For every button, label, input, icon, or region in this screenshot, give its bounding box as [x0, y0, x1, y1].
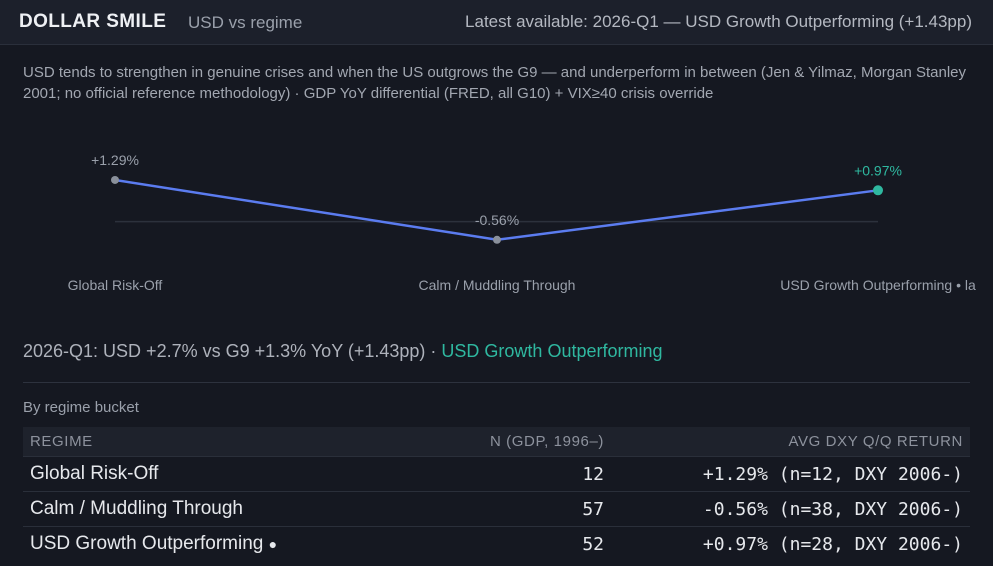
section-divider [23, 382, 970, 383]
column-header-avg-return: AVG DXY Q/Q RETURN [788, 433, 963, 450]
regime-table: REGIME N (GDP, 1996–) AVG DXY Q/Q RETURN… [23, 427, 970, 561]
regime-cell: Calm / Muddling Through [23, 491, 367, 527]
category-label: USD Growth Outperforming • la [780, 277, 976, 293]
data-label: -0.56% [475, 212, 519, 228]
regime-name: Global Risk-Off [30, 463, 159, 484]
table-row: USD Growth Outperforming ● 52 +0.97% (n=… [23, 526, 970, 561]
avg-return-cell: -0.56% (n=38, DXY 2006-) [611, 491, 970, 527]
column-header-n: N (GDP, 1996–) [489, 433, 604, 450]
header-bar: DOLLAR SMILE USD vs regime Latest availa… [0, 0, 993, 45]
data-label: +0.97% [854, 162, 902, 178]
data-point [493, 235, 501, 244]
n-cell: 57 [367, 491, 611, 527]
avg-return-cell: +0.97% (n=28, DXY 2006-) [611, 526, 970, 561]
regime-cell: USD Growth Outperforming ● [23, 526, 367, 561]
table-row: Calm / Muddling Through 57 -0.56% (n=38,… [23, 491, 970, 527]
category-label: Global Risk-Off [68, 277, 163, 293]
table-header-row: REGIME N (GDP, 1996–) AVG DXY Q/Q RETURN [23, 427, 970, 457]
regime-cell: Global Risk-Off [23, 456, 367, 492]
summary-regime: USD Growth Outperforming [441, 341, 663, 361]
column-header-regime: REGIME [30, 433, 93, 450]
regime-name: USD Growth Outperforming [30, 533, 264, 554]
series-line [114, 178, 879, 242]
summary-text: 2026-Q1: USD +2.7% vs G9 +1.3% YoY (+1.4… [23, 341, 442, 361]
data-label: +1.29% [91, 152, 139, 168]
page-subtitle: USD vs regime [188, 13, 303, 32]
regime-bucket-title: By regime bucket [23, 399, 139, 416]
current-regime-marker: ● [268, 536, 278, 552]
n-cell: 12 [367, 456, 611, 492]
brand-title: DOLLAR SMILE [19, 11, 167, 32]
latest-summary: 2026-Q1: USD +2.7% vs G9 +1.3% YoY (+1.4… [23, 341, 663, 362]
category-label: Calm / Muddling Through [419, 277, 576, 293]
avg-return-cell: +1.29% (n=12, DXY 2006-) [611, 456, 970, 492]
current-data-point [873, 185, 883, 196]
n-cell: 52 [367, 526, 611, 561]
latest-status: Latest available: 2026-Q1 — USD Growth O… [465, 12, 972, 31]
table-row: Global Risk-Off 12 +1.29% (n=12, DXY 200… [23, 456, 970, 492]
data-point [111, 175, 119, 184]
regime-name: Calm / Muddling Through [30, 498, 243, 519]
dollar-smile-chart: +1.29% Global Risk-Off -0.56% Calm / Muddli… [68, 152, 976, 293]
methodology-description: USD tends to strengthen in genuine crise… [23, 64, 967, 102]
